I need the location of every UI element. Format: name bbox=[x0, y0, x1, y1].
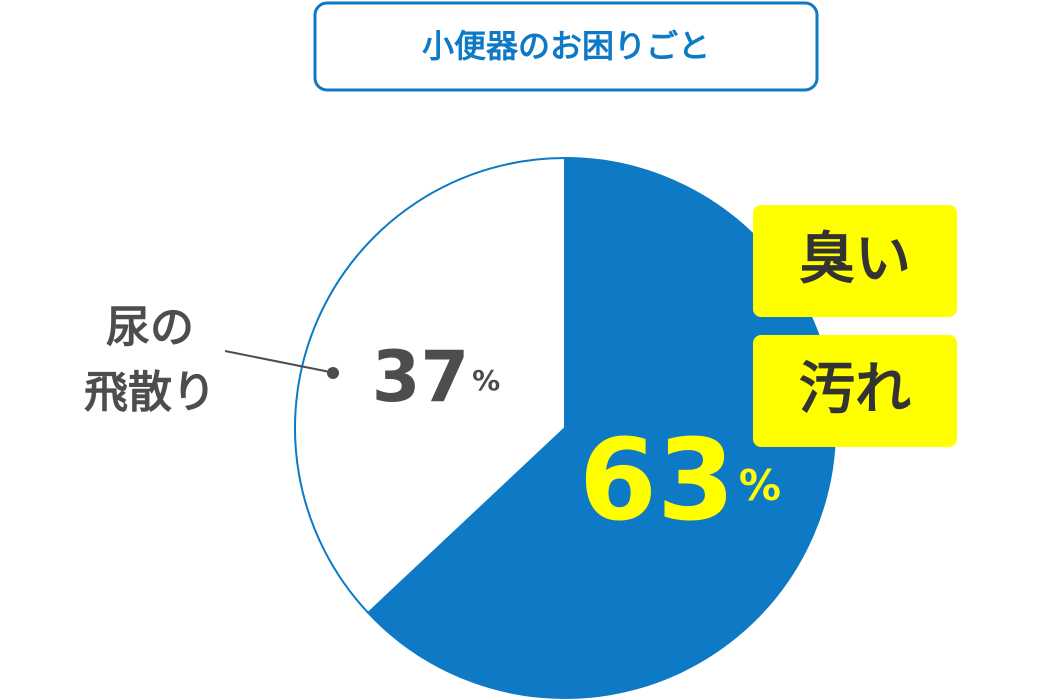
value-unit: % bbox=[472, 364, 500, 397]
category-label: 臭い bbox=[799, 227, 911, 292]
leader-line bbox=[224, 350, 331, 373]
label-box bbox=[753, 335, 957, 447]
chart-title: 小便器のお困りごと bbox=[422, 27, 710, 65]
category-label: 汚れ bbox=[799, 357, 911, 422]
pie-slice bbox=[294, 156, 566, 615]
category-label: 飛散り bbox=[84, 367, 216, 418]
value-label: 37% bbox=[372, 336, 500, 418]
pie-slice bbox=[366, 156, 836, 699]
value-number: 37 bbox=[372, 336, 469, 418]
value-unit: % bbox=[739, 461, 781, 510]
title-box bbox=[313, 1, 819, 92]
pie bbox=[294, 156, 836, 699]
leader-dot bbox=[327, 367, 339, 379]
label-box bbox=[753, 205, 957, 317]
value-number: 63 bbox=[579, 416, 735, 546]
category-label: 尿の bbox=[106, 302, 194, 353]
value-label: 63% bbox=[579, 416, 781, 546]
